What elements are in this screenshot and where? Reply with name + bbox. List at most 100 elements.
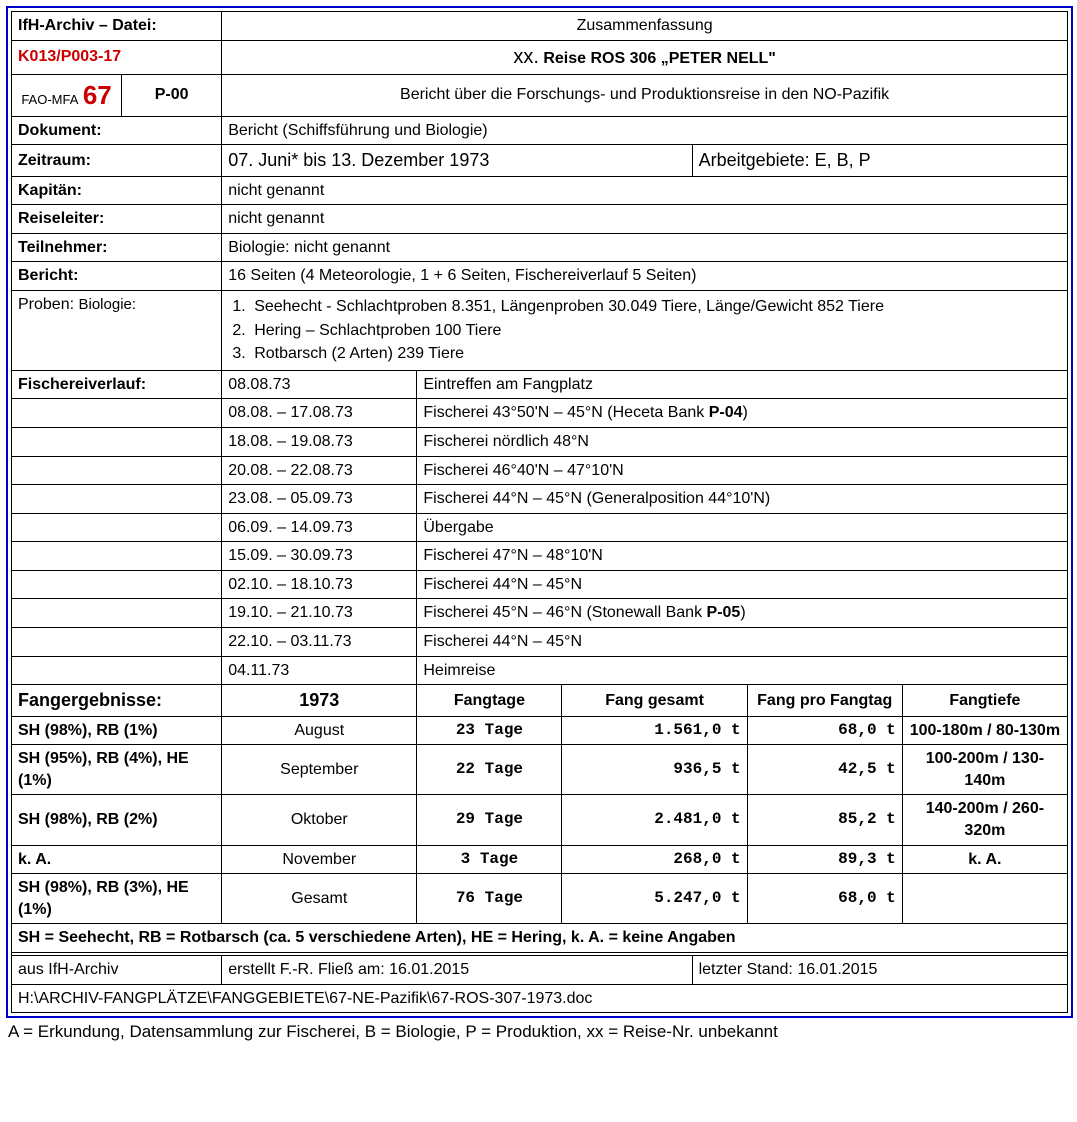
reise-name: Reise ROS 306 „PETER NELL": [543, 50, 776, 67]
verlauf-date: 06.09. – 14.09.73: [222, 513, 417, 542]
verlauf-desc: Fischerei 44°N – 45°N (Generalposition 4…: [417, 485, 1068, 514]
fang-pro: 68,0 t: [747, 874, 902, 924]
fang-row: SH (95%), RB (4%), HE (1%) September 22 …: [12, 745, 1068, 795]
fang-label: Fangergebnisse:: [12, 685, 222, 716]
fang-row: k. A. November 3 Tage 268,0 t 89,3 t k. …: [12, 845, 1068, 874]
kapitaen-value: nicht genannt: [222, 176, 1068, 205]
verlauf-date: 18.08. – 19.08.73: [222, 427, 417, 456]
proben-label: Proben:: [18, 296, 74, 313]
verlauf-desc: Fischerei 44°N – 45°N: [417, 628, 1068, 657]
verlauf-empty: [12, 456, 222, 485]
verlauf-desc: Fischerei 44°N – 45°N: [417, 570, 1068, 599]
proben-item: Seehecht - Schlachtproben 8.351, Längenp…: [250, 296, 1061, 318]
teilnehmer-label: Teilnehmer:: [12, 233, 222, 262]
fang-tage: 76 Tage: [417, 874, 562, 924]
fang-year: 1973: [222, 685, 417, 716]
proben-list-cell: Seehecht - Schlachtproben 8.351, Längenp…: [222, 290, 1068, 370]
verlauf-empty: [12, 542, 222, 571]
arbeitgebiete: Arbeitgebiete: E, B, P: [692, 145, 1067, 176]
verlauf-empty: [12, 399, 222, 428]
fang-gesamt: 5.247,0 t: [562, 874, 747, 924]
kapitaen-label: Kapitän:: [12, 176, 222, 205]
reiseleiter-label: Reiseleiter:: [12, 205, 222, 234]
verlauf-desc: Heimreise: [417, 656, 1068, 685]
verlauf-empty: [12, 513, 222, 542]
archiv-label: IfH-Archiv – Datei:: [12, 12, 222, 41]
fang-head-gesamt: Fang gesamt: [562, 685, 747, 716]
title-zusammenfassung: Zusammenfassung: [222, 12, 1068, 41]
footer-erstellt: erstellt F.-R. Fließ am: 16.01.2015: [222, 955, 692, 984]
fang-month: September: [222, 745, 417, 795]
fang-tiefe: 100-200m / 130-140m: [902, 745, 1067, 795]
fang-month: Oktober: [222, 795, 417, 845]
verlauf-empty: [12, 628, 222, 657]
verlauf-desc: Übergabe: [417, 513, 1068, 542]
verlauf-desc: Fischerei 45°N – 46°N (Stonewall Bank P-…: [417, 599, 1068, 628]
proben-sublabel: Biologie:: [79, 296, 137, 313]
fang-month: Gesamt: [222, 874, 417, 924]
fao-cell: FAO-MFA 67: [12, 74, 122, 116]
reiseleiter-value: nicht genannt: [222, 205, 1068, 234]
fang-pro: 68,0 t: [747, 716, 902, 745]
fang-gesamt: 2.481,0 t: [562, 795, 747, 845]
dokument-value: Bericht (Schiffsführung und Biologie): [222, 116, 1068, 145]
teilnehmer-value: Biologie: nicht genannt: [222, 233, 1068, 262]
verlauf-date: 04.11.73: [222, 656, 417, 685]
fang-head-tage: Fangtage: [417, 685, 562, 716]
fang-tage: 22 Tage: [417, 745, 562, 795]
verlauf-date: 02.10. – 18.10.73: [222, 570, 417, 599]
fang-species: k. A.: [12, 845, 222, 874]
proben-list: Seehecht - Schlachtproben 8.351, Längenp…: [250, 296, 1061, 365]
fang-tage: 23 Tage: [417, 716, 562, 745]
fang-pro: 85,2 t: [747, 795, 902, 845]
footer-note: A = Erkundung, Datensammlung zur Fischer…: [6, 1018, 1071, 1042]
archiv-code: K013/P003-17: [12, 40, 222, 74]
fang-head-tiefe: Fangtiefe: [902, 685, 1067, 716]
p-code: P-00: [122, 74, 222, 116]
verlauf-label: Fischereiverlauf:: [12, 370, 222, 399]
fang-pro: 42,5 t: [747, 745, 902, 795]
fang-species: SH (98%), RB (3%), HE (1%): [12, 874, 222, 924]
verlauf-desc: Fischerei 47°N – 48°10'N: [417, 542, 1068, 571]
verlauf-empty: [12, 427, 222, 456]
fang-row: SH (98%), RB (2%) Oktober 29 Tage 2.481,…: [12, 795, 1068, 845]
verlauf-date: 20.08. – 22.08.73: [222, 456, 417, 485]
fang-legend: SH = Seehecht, RB = Rotbarsch (ca. 5 ver…: [12, 924, 1068, 953]
fang-tiefe: [902, 874, 1067, 924]
proben-item: Rotbarsch (2 Arten) 239 Tiere: [250, 343, 1061, 365]
fang-month: November: [222, 845, 417, 874]
verlauf-empty: [12, 570, 222, 599]
proben-item: Hering – Schlachtproben 100 Tiere: [250, 320, 1061, 342]
bericht-value: 16 Seiten (4 Meteorologie, 1 + 6 Seiten,…: [222, 262, 1068, 291]
verlauf-date: 08.08. – 17.08.73: [222, 399, 417, 428]
fang-tiefe: 140-200m / 260-320m: [902, 795, 1067, 845]
fao-num: 67: [83, 80, 112, 110]
footer-aus: aus IfH-Archiv: [12, 955, 222, 984]
fang-tage: 29 Tage: [417, 795, 562, 845]
verlauf-desc: Fischerei 46°40'N – 47°10'N: [417, 456, 1068, 485]
verlauf-date: 19.10. – 21.10.73: [222, 599, 417, 628]
zeitraum-label: Zeitraum:: [12, 145, 222, 176]
document-frame: IfH-Archiv – Datei: Zusammenfassung K013…: [6, 6, 1073, 1018]
fang-row: SH (98%), RB (1%) August 23 Tage 1.561,0…: [12, 716, 1068, 745]
fang-head-pro: Fang pro Fangtag: [747, 685, 902, 716]
verlauf-empty: [12, 485, 222, 514]
fang-gesamt: 1.561,0 t: [562, 716, 747, 745]
verlauf-desc: Fischerei 43°50'N – 45°N (Heceta Bank P-…: [417, 399, 1068, 428]
fang-tiefe: k. A.: [902, 845, 1067, 874]
fang-gesamt: 268,0 t: [562, 845, 747, 874]
fang-species: SH (98%), RB (1%): [12, 716, 222, 745]
proben-label-cell: Proben: Biologie:: [12, 290, 222, 370]
verlauf-date: 15.09. – 30.09.73: [222, 542, 417, 571]
fang-tiefe: 100-180m / 80-130m: [902, 716, 1067, 745]
main-table: IfH-Archiv – Datei: Zusammenfassung K013…: [11, 11, 1068, 1013]
footer-path: H:\ARCHIV-FANGPLÄTZE\FANGGEBIETE\67-NE-P…: [12, 984, 1068, 1013]
verlauf-empty: [12, 656, 222, 685]
reise-title: xx. Reise ROS 306 „PETER NELL": [222, 40, 1068, 74]
dokument-label: Dokument:: [12, 116, 222, 145]
fang-month: August: [222, 716, 417, 745]
fao-label: FAO-MFA: [21, 92, 78, 107]
verlauf-empty: [12, 599, 222, 628]
fang-species: SH (95%), RB (4%), HE (1%): [12, 745, 222, 795]
fang-pro: 89,3 t: [747, 845, 902, 874]
